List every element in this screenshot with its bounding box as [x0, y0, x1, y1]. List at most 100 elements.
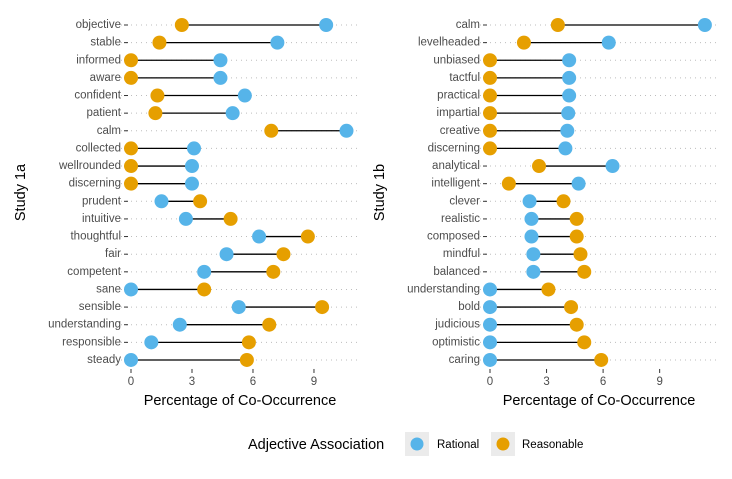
point-rational: [237, 88, 252, 103]
point-rational: [172, 317, 187, 332]
point-reasonable: [483, 53, 497, 68]
y-tick-label: optimistic: [432, 336, 480, 348]
y-tick-label: unbiased: [433, 54, 480, 66]
y-tick-label: practical: [437, 90, 480, 102]
y-tick-label: understanding: [48, 319, 121, 331]
point-rational: [252, 229, 267, 244]
y-tick-label: wellrounded: [58, 160, 121, 172]
point-reasonable: [174, 18, 189, 32]
x-tick-label: 9: [311, 376, 317, 388]
point-rational: [184, 176, 199, 191]
point-rational: [339, 123, 354, 138]
legend-label-reasonable: Reasonable: [522, 439, 583, 451]
point-reasonable: [264, 123, 279, 138]
point-rational: [601, 35, 616, 50]
point-rational: [562, 53, 577, 68]
point-reasonable: [577, 335, 592, 350]
panel-study-1b: calm levelheaded unbiased tactful practical i…: [372, 18, 718, 409]
point-reasonable: [124, 176, 138, 191]
point-rational: [144, 335, 159, 350]
x-tick-label: 0: [128, 376, 134, 388]
y-tick-label: fair: [105, 248, 121, 260]
point-reasonable: [532, 159, 547, 174]
point-rational: [483, 335, 497, 350]
point-reasonable: [483, 123, 497, 138]
point-rational: [560, 123, 575, 138]
point-reasonable: [223, 211, 238, 226]
point-rational: [124, 352, 138, 367]
point-rational: [524, 211, 539, 226]
x-axis-title: Percentage of Co-Occurrence: [503, 393, 696, 409]
point-reasonable: [573, 247, 588, 262]
point-rational: [561, 106, 576, 121]
point-rational: [319, 18, 334, 32]
y-tick-label: aware: [90, 72, 121, 84]
y-tick-label: prudent: [82, 195, 122, 207]
point-reasonable: [541, 282, 556, 297]
x-tick-label: 6: [250, 376, 256, 388]
point-rational: [483, 352, 497, 367]
point-reasonable: [483, 70, 497, 85]
point-reasonable: [197, 282, 212, 297]
y-tick-label: steady: [87, 354, 121, 366]
point-reasonable: [483, 141, 497, 156]
legend-key-rational: [410, 437, 424, 451]
y-tick-label: sensible: [79, 301, 121, 313]
y-tick-label: composed: [427, 231, 480, 243]
y-tick-label: intuitive: [82, 213, 121, 225]
y-tick-label: stable: [90, 37, 121, 49]
point-rational: [524, 229, 539, 244]
point-reasonable: [152, 35, 167, 50]
point-reasonable: [239, 352, 254, 367]
point-reasonable: [564, 300, 579, 315]
point-reasonable: [315, 300, 330, 315]
y-tick-label: discerning: [69, 178, 121, 190]
point-reasonable: [262, 317, 277, 332]
y-tick-label: thoughtful: [70, 231, 121, 243]
point-reasonable: [124, 141, 138, 156]
point-rational: [522, 194, 537, 209]
x-tick-label: 9: [656, 376, 662, 388]
point-reasonable: [569, 211, 584, 226]
y-tick-label: responsible: [62, 336, 121, 348]
y-tick-label: caring: [449, 354, 480, 366]
point-reasonable: [124, 159, 138, 174]
point-reasonable: [516, 35, 531, 50]
y-tick-label: levelheaded: [418, 37, 480, 49]
point-reasonable: [276, 247, 291, 262]
point-reasonable: [550, 18, 565, 32]
point-reasonable: [569, 317, 584, 332]
y-axis-title: Study 1a: [13, 163, 29, 221]
x-tick-label: 3: [189, 376, 195, 388]
point-rational: [526, 264, 541, 279]
y-tick-label: informed: [76, 54, 121, 66]
legend-label-rational: Rational: [437, 439, 479, 451]
y-axis-title: Study 1b: [372, 164, 388, 221]
point-reasonable: [483, 88, 497, 103]
y-tick-label: realistic: [441, 213, 480, 225]
point-rational: [213, 53, 228, 68]
point-rational: [605, 159, 620, 174]
point-rational: [197, 264, 212, 279]
y-tick-label: intelligent: [431, 178, 480, 190]
point-reasonable: [577, 264, 592, 279]
y-tick-label: creative: [440, 125, 480, 137]
point-rational: [562, 88, 577, 103]
point-rational: [571, 176, 586, 191]
x-tick-label: 0: [487, 376, 493, 388]
y-tick-label: patient: [86, 107, 121, 119]
point-reasonable: [193, 194, 208, 209]
x-tick-label: 6: [600, 376, 606, 388]
legend-key-reasonable: [496, 437, 510, 451]
point-rational: [124, 282, 138, 297]
y-tick-label: discerning: [428, 142, 480, 154]
panel-study-1a: objective stable informed aware confident pat…: [13, 18, 358, 409]
point-rational: [213, 70, 228, 85]
y-tick-label: sane: [96, 283, 121, 295]
point-reasonable: [594, 352, 609, 367]
point-rational: [219, 247, 234, 262]
y-tick-label: calm: [456, 19, 480, 31]
point-reasonable: [124, 70, 138, 85]
y-tick-label: balanced: [433, 266, 480, 278]
point-rational: [558, 141, 573, 156]
